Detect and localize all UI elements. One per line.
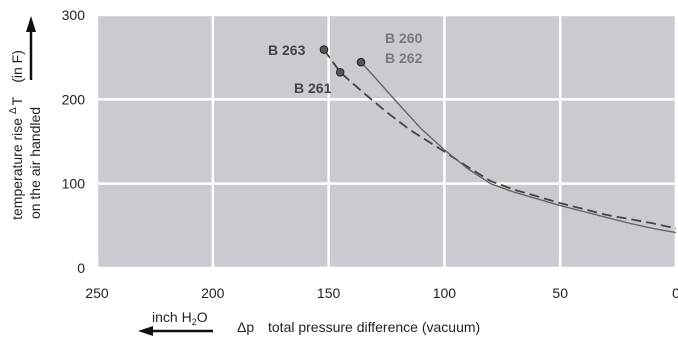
y-label-line1: temperature rise	[9, 118, 25, 220]
y-label-delta: Δ	[8, 107, 19, 114]
y-tick-label: 200	[62, 91, 86, 107]
x-tick-label: 0	[672, 285, 678, 301]
series-1-marker-0	[356, 57, 366, 67]
y-label-unit: (in F)	[9, 50, 25, 83]
y-arrow-icon	[26, 16, 36, 80]
x-arrow-icon	[138, 326, 213, 336]
x-label-unit: inch H2O	[152, 309, 208, 327]
x-tick-label: 100	[433, 285, 457, 301]
x-label-delta: Δp	[237, 319, 254, 335]
x-label-text: total pressure difference (vacuum)	[268, 319, 480, 335]
x-tick-label: 150	[317, 285, 341, 301]
x-tick-label: 250	[85, 285, 109, 301]
y-axis-label: temperature rise ΔT (in F) on the air han…	[8, 50, 43, 220]
series-label-b263: B 263	[268, 42, 306, 58]
series-layer	[319, 45, 677, 234]
plot-area	[97, 15, 676, 268]
series-label-b261: B 261	[294, 80, 332, 96]
series-line-0	[323, 49, 677, 230]
x-tick-label: 50	[552, 285, 568, 301]
series-label-b260: B 260	[385, 30, 423, 46]
series-0-marker-0	[319, 45, 329, 54]
y-tick-label: 300	[62, 7, 86, 23]
tick-labels: 250 200 150 100 50 0 0 100 200 300	[62, 7, 678, 301]
y-tick-label: 100	[62, 176, 86, 192]
y-label-line2: on the air handled	[27, 107, 43, 219]
svg-text:temperature rise ΔT(in F): temperature rise ΔT (in F)	[8, 50, 25, 220]
x-tick-label: 200	[201, 285, 225, 301]
y-tick-label: 0	[77, 260, 85, 276]
series-0-marker-1	[335, 68, 345, 77]
y-label-t: T	[9, 96, 25, 105]
series-line-1	[360, 61, 677, 234]
series-label-b262: B 262	[385, 50, 423, 66]
